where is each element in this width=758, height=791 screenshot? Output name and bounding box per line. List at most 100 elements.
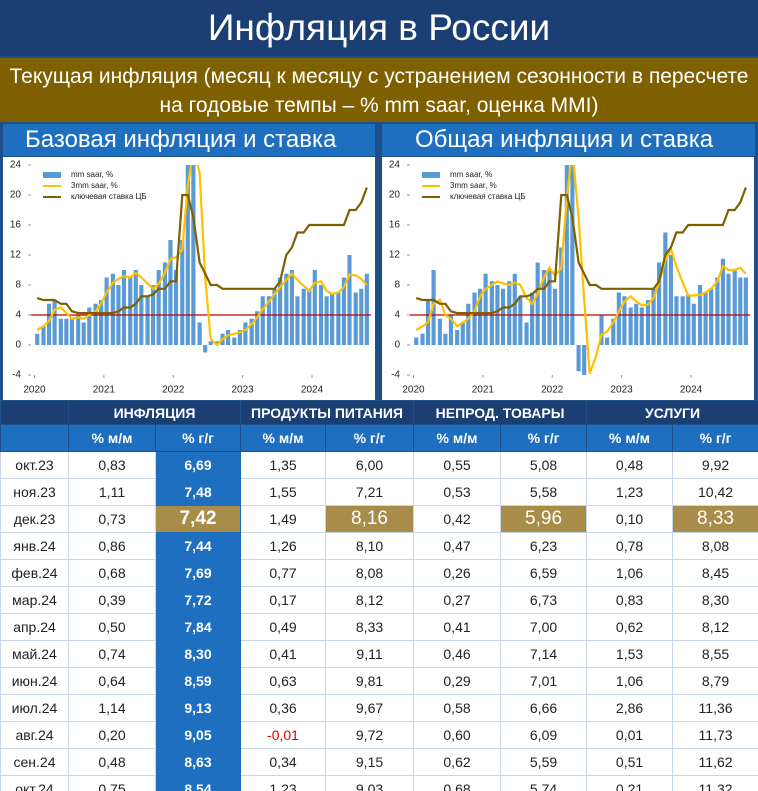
- table-cell: 5,08: [500, 451, 588, 479]
- table-cell: 0,75: [68, 775, 156, 791]
- y-tick-label: 20: [389, 190, 401, 201]
- bar: [541, 270, 546, 345]
- table-cell: 8,79: [672, 667, 758, 695]
- group-header: ИНФЛЯЦИЯ: [67, 400, 242, 425]
- bar: [691, 303, 696, 345]
- bar: [524, 322, 529, 345]
- table-row: % м/м% г/г% м/м% г/г% м/м% г/г% м/м% г/г: [0, 424, 758, 452]
- bar: [307, 288, 312, 345]
- table-cell: 0,63: [240, 667, 327, 695]
- legend-label: mm saar, %: [71, 170, 113, 179]
- x-tick-label: 2023: [232, 385, 255, 396]
- bar: [437, 318, 442, 345]
- bar: [249, 318, 254, 345]
- bar: [133, 270, 138, 345]
- bar: [552, 288, 558, 345]
- bar: [255, 311, 260, 345]
- bar: [547, 270, 552, 345]
- bar: [651, 288, 656, 345]
- line: [36, 187, 368, 315]
- table-cell: 0,17: [240, 586, 327, 614]
- bar: [726, 273, 731, 345]
- table-cell: 8,59: [154, 667, 242, 695]
- table-cell: 9,13: [154, 694, 242, 722]
- table-cell: 10,42: [672, 478, 758, 506]
- table-cell: 0,10: [586, 505, 674, 533]
- bar: [173, 270, 179, 345]
- bar: [709, 288, 714, 345]
- bar: [559, 247, 564, 345]
- chart-title: Базовая инфляция и ставка: [3, 124, 375, 156]
- table-cell: 0,83: [586, 586, 674, 614]
- y-tick-label: 24: [10, 160, 22, 171]
- table-row: июл.24 1,14 9,13 0,36 9,67 0,58 6,66 2,86 11,36: [0, 694, 758, 722]
- bar: [104, 277, 109, 345]
- y-tick-label: 8: [394, 280, 400, 291]
- column-header: % м/м: [586, 424, 674, 452]
- bar: [99, 300, 104, 345]
- table-cell: 7,01: [500, 667, 588, 695]
- table-cell: 2,86: [586, 694, 674, 722]
- bar: [680, 296, 685, 345]
- table-cell: 8,30: [672, 586, 758, 614]
- bar: [443, 333, 448, 345]
- bar: [284, 273, 289, 345]
- line: [415, 165, 747, 374]
- table-cell: 7,48: [154, 478, 242, 506]
- row-label: май.24: [0, 640, 69, 668]
- table-cell: 6,23: [500, 532, 588, 560]
- table-cell: 0,86: [68, 532, 156, 560]
- bar: [347, 255, 352, 345]
- bar: [645, 300, 651, 345]
- table-cell: 8,12: [672, 613, 758, 641]
- table-cell: 0,62: [586, 613, 674, 641]
- table-cell: 1,06: [586, 559, 674, 587]
- chart-title: Общая инфляция и ставка: [382, 124, 755, 156]
- table-cell: 8,08: [672, 532, 758, 560]
- bar: [58, 318, 63, 345]
- group-header: ПРОДУКТЫ ПИТАНИЯ: [240, 400, 415, 425]
- bar: [243, 322, 248, 345]
- table-cell: 8,63: [154, 748, 242, 776]
- page-title: Инфляция в России: [0, 0, 758, 56]
- table-cell: 0,78: [586, 532, 674, 560]
- row-label: янв.24: [0, 532, 69, 560]
- bar: [657, 262, 662, 345]
- bar: [330, 292, 335, 345]
- x-tick-label: 2023: [611, 385, 634, 396]
- bar: [703, 292, 708, 345]
- y-tick-label: 12: [10, 250, 22, 261]
- table-cell: 8,33: [672, 505, 758, 533]
- x-tick-label: 2020: [402, 385, 425, 396]
- table-cell: 0,73: [68, 505, 156, 533]
- table-cell: 0,58: [413, 694, 502, 722]
- table-cell: 0,36: [240, 694, 327, 722]
- table-cell: 0,83: [68, 451, 156, 479]
- row-label: фев.24: [0, 559, 69, 587]
- y-tick-label: 8: [15, 280, 21, 291]
- table-cell: 9,67: [325, 694, 415, 722]
- row-label: окт.24: [0, 775, 69, 791]
- bar: [295, 296, 300, 345]
- row-label: авг.24: [0, 721, 69, 749]
- table-cell: 0,50: [68, 613, 156, 641]
- bar: [634, 303, 639, 345]
- bar: [289, 270, 294, 345]
- table-cell: 0,47: [413, 532, 502, 560]
- bar: [599, 315, 604, 345]
- table-cell: 0,51: [586, 748, 674, 776]
- subtitle: Текущая инфляция (месяц к месяцу с устра…: [0, 58, 758, 122]
- plot-area: [31, 165, 371, 353]
- table-cell: 8,10: [325, 532, 415, 560]
- table-cell: 7,44: [154, 532, 242, 560]
- table-row: сен.24 0,48 8,63 0,34 9,15 0,62 5,59 0,51 11,62: [0, 748, 758, 776]
- bar: [41, 326, 46, 345]
- bar: [214, 341, 220, 345]
- x-tick-label: 2024: [301, 385, 324, 396]
- table-cell: 0,41: [413, 613, 502, 641]
- table-cell: 1,06: [586, 667, 674, 695]
- table-cell: 11,62: [672, 748, 758, 776]
- table-cell: 0,27: [413, 586, 502, 614]
- table-cell: 1,35: [240, 451, 327, 479]
- table-cell: 8,54: [154, 775, 242, 791]
